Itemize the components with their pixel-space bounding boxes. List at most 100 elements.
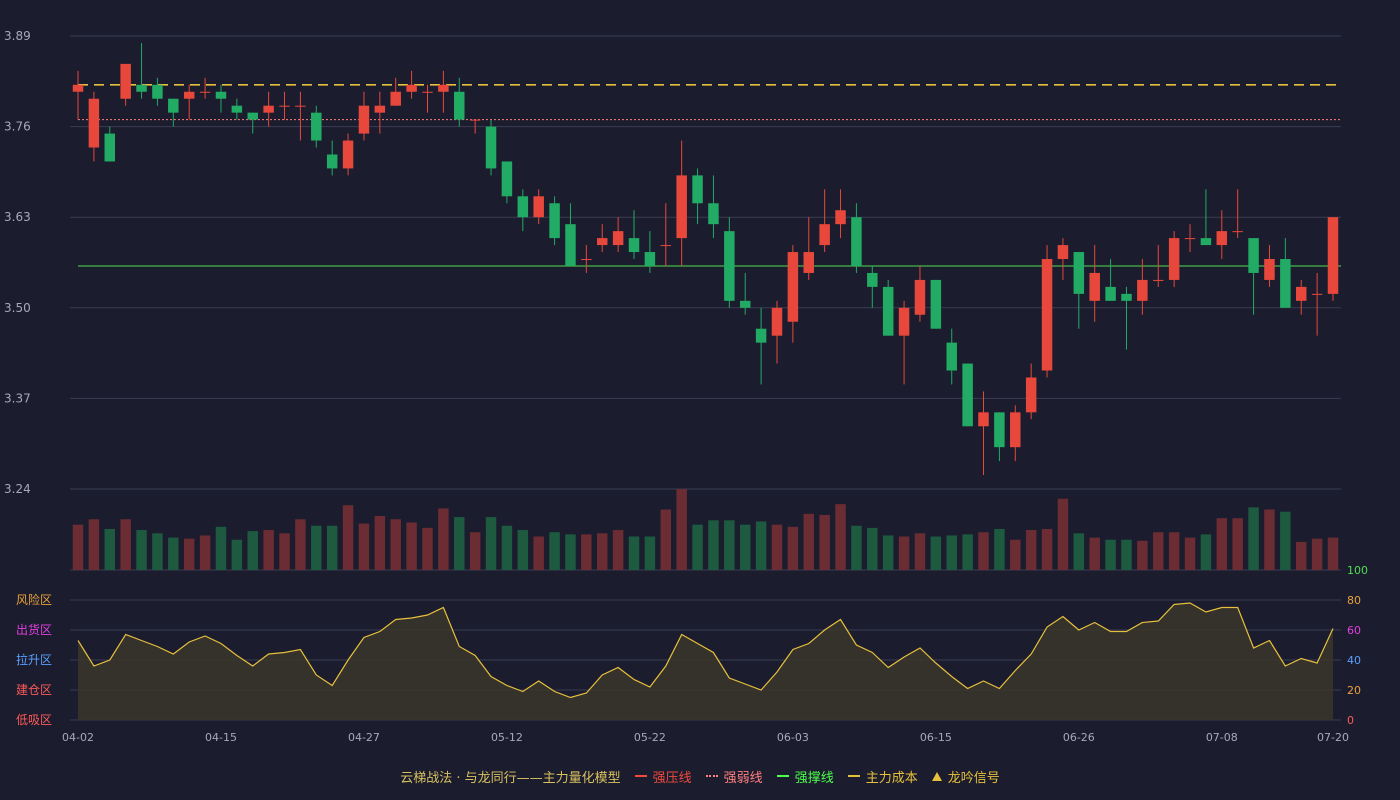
- candle-body: [295, 105, 306, 107]
- candle-body: [787, 252, 799, 322]
- legend-item-cost[interactable]: 主力成本: [847, 767, 918, 786]
- zone-label: 出货区: [16, 622, 52, 637]
- volume-bar: [1025, 530, 1037, 570]
- candle-body: [851, 217, 862, 266]
- candle-body: [120, 63, 131, 99]
- chart-legend: 云梯战法 · 与龙同行——主力量化模型 强压线 强弱线 强撑线 主力成本 龙吟信…: [0, 765, 1400, 787]
- indicator-tick-label: 80: [1347, 594, 1361, 607]
- candle-body: [136, 84, 147, 92]
- volume-bar: [692, 524, 703, 570]
- candle-body: [994, 412, 1005, 448]
- candle-body: [326, 154, 338, 169]
- volume-bar: [914, 533, 926, 570]
- volume-bar: [183, 538, 195, 570]
- candle-body: [1168, 238, 1180, 280]
- volume-bar: [104, 528, 116, 570]
- volume-bar: [501, 525, 513, 570]
- legend-label: 龙吟信号: [947, 770, 1000, 786]
- volume-bar: [1153, 532, 1164, 570]
- legend-title: 云梯战法 · 与龙同行——主力量化模型: [400, 767, 620, 786]
- volume-bar: [311, 525, 322, 570]
- volume-bar: [1264, 509, 1275, 570]
- candle-body: [533, 196, 544, 218]
- pressure-line-icon: [634, 775, 647, 777]
- volume-bar: [263, 530, 274, 570]
- x-tick-label: 04-02: [62, 731, 94, 744]
- reference-lines: [78, 83, 1341, 267]
- volume-bar: [565, 534, 576, 570]
- triangle-icon: [931, 771, 942, 781]
- price-tick-label: 3.24: [4, 482, 31, 496]
- candle-body: [930, 279, 942, 329]
- volume-bar: [279, 533, 290, 570]
- candle-body: [1200, 238, 1212, 246]
- volume-bar: [1184, 537, 1196, 570]
- candle-body: [454, 91, 465, 120]
- volume-bar: [771, 524, 783, 570]
- volume-bar: [1327, 537, 1339, 570]
- x-tick-label: 05-12: [491, 731, 523, 744]
- x-tick-label: 06-15: [920, 731, 952, 744]
- candle-body: [1153, 279, 1164, 281]
- volume-bar: [1137, 540, 1148, 570]
- volume-bar: [390, 519, 401, 570]
- x-tick-label: 06-03: [777, 731, 809, 744]
- volume-bar: [803, 513, 815, 570]
- legend-item-signal[interactable]: 龙吟信号: [931, 767, 1000, 786]
- legend-label: 强撑线: [794, 770, 834, 786]
- candle-body: [1057, 245, 1069, 260]
- indicator-area-fill: [78, 603, 1333, 720]
- volume-bar: [549, 532, 560, 570]
- volume-bar: [962, 534, 973, 570]
- volume-bar: [533, 536, 544, 570]
- candle-body: [1089, 272, 1100, 301]
- candle-body: [1105, 286, 1116, 301]
- volume-bar: [168, 537, 179, 570]
- volume-bar: [644, 536, 656, 570]
- candle-body: [1025, 377, 1037, 413]
- candle-body: [374, 105, 386, 113]
- candle-body: [485, 126, 497, 169]
- volume-bar: [469, 532, 481, 570]
- volume-bar: [231, 539, 243, 570]
- x-tick-label: 05-22: [634, 731, 666, 744]
- volume-bar: [152, 533, 163, 570]
- candle-body: [1073, 252, 1085, 294]
- candle-body: [104, 133, 116, 162]
- candle-body: [946, 342, 957, 371]
- cost-line-icon: [847, 775, 860, 777]
- volume-bar: [1248, 507, 1259, 570]
- candle-body: [1248, 238, 1259, 273]
- legend-item-support[interactable]: 强撑线: [776, 767, 834, 786]
- candle-body: [390, 91, 401, 106]
- candle-body: [72, 84, 84, 92]
- candle-body: [771, 307, 783, 336]
- candle-body: [898, 307, 910, 336]
- zone-label: 拉升区: [16, 652, 52, 667]
- volume-bar: [1073, 533, 1085, 570]
- candle-body: [676, 175, 687, 239]
- volume-bar: [930, 536, 942, 570]
- candle-body: [660, 245, 672, 247]
- candle-body: [1311, 293, 1323, 295]
- volume-bar: [946, 535, 957, 570]
- price-tick-label: 3.37: [4, 391, 31, 405]
- volume-bar: [247, 531, 258, 570]
- volume-bar: [978, 532, 989, 570]
- volume-bar: [215, 526, 227, 570]
- volume-bar: [612, 530, 624, 570]
- x-tick-label: 07-20: [1317, 731, 1349, 744]
- volume-bar: [882, 535, 894, 570]
- candle-body: [803, 252, 815, 273]
- volume-bar: [120, 519, 131, 570]
- candle-body: [152, 84, 163, 99]
- legend-item-pressure[interactable]: 强压线: [634, 767, 692, 786]
- legend-label: 强弱线: [723, 770, 763, 786]
- legend-item-strength[interactable]: 强弱线: [705, 767, 763, 786]
- volume-bar: [994, 528, 1005, 570]
- candle-body: [581, 259, 592, 261]
- legend-label: 主力成本: [865, 770, 918, 786]
- candle-body: [1327, 217, 1339, 294]
- candle-body: [628, 238, 640, 253]
- indicator-area: [77, 602, 1334, 720]
